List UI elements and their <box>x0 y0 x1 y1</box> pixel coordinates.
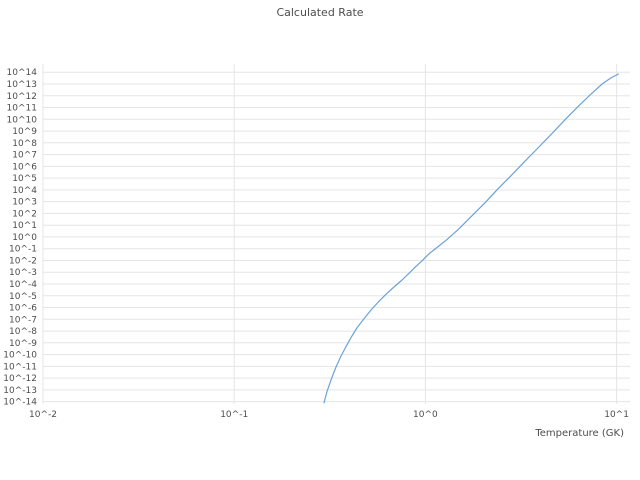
y-tick-label: 10^1 <box>12 221 37 231</box>
chart-title: Calculated Rate <box>276 6 363 19</box>
y-tick-label: 10^-3 <box>9 268 37 278</box>
rate-curve <box>323 73 619 404</box>
tick-label-layer: 10^1410^1310^1210^1110^1010^910^810^710^… <box>3 68 629 420</box>
x-axis-label: Temperature (GK) <box>534 428 624 439</box>
y-tick-label: 10^3 <box>12 198 37 208</box>
y-tick-label: 10^-2 <box>9 257 37 267</box>
y-tick-label: 10^5 <box>12 174 37 184</box>
x-tick-label: 10^1 <box>604 410 629 420</box>
y-tick-label: 10^-12 <box>3 374 37 384</box>
y-tick-label: 10^0 <box>12 233 37 243</box>
y-tick-label: 10^12 <box>7 92 37 102</box>
y-tick-label: 10^4 <box>12 186 37 196</box>
series-layer <box>323 73 619 404</box>
y-tick-label: 10^-11 <box>3 362 37 372</box>
y-tick-label: 10^-5 <box>9 292 37 302</box>
y-tick-label: 10^2 <box>12 209 37 219</box>
y-tick-label: 10^-8 <box>9 327 37 337</box>
y-tick-label: 10^8 <box>12 139 37 149</box>
y-tick-label: 10^-4 <box>9 280 37 290</box>
y-tick-label: 10^-1 <box>9 245 37 255</box>
x-tick-label: 10^-1 <box>220 410 248 420</box>
y-tick-label: 10^-6 <box>9 304 37 314</box>
y-tick-label: 10^-9 <box>9 339 37 349</box>
grid-layer <box>42 64 630 404</box>
y-tick-label: 10^10 <box>7 115 38 125</box>
y-tick-label: 10^6 <box>12 162 37 172</box>
y-tick-label: 10^14 <box>7 68 38 78</box>
y-tick-label: 10^9 <box>12 127 37 137</box>
y-tick-label: 10^-10 <box>3 351 37 361</box>
plot-area <box>43 64 630 404</box>
y-tick-label: 10^13 <box>7 80 37 90</box>
y-tick-label: 10^-14 <box>3 398 37 408</box>
x-tick-label: 10^0 <box>413 410 438 420</box>
y-tick-label: 10^-13 <box>3 386 37 396</box>
x-tick-label: 10^-2 <box>29 410 57 420</box>
y-tick-label: 10^11 <box>7 104 37 114</box>
y-tick-label: 10^-7 <box>9 315 37 325</box>
y-tick-label: 10^7 <box>12 151 37 161</box>
